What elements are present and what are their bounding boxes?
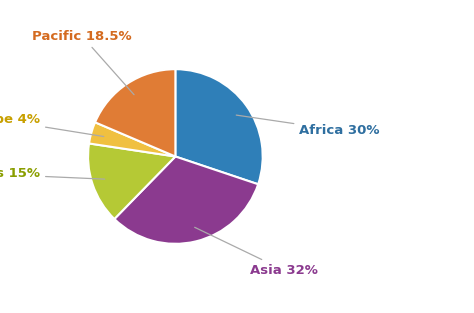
Text: Europe 4%: Europe 4% xyxy=(0,113,104,136)
Text: Africa 30%: Africa 30% xyxy=(236,115,380,137)
Text: Asia 32%: Asia 32% xyxy=(195,227,318,276)
Text: Pacific 18.5%: Pacific 18.5% xyxy=(32,29,134,95)
Wedge shape xyxy=(175,69,263,184)
Wedge shape xyxy=(114,156,258,244)
Text: Americas 15%: Americas 15% xyxy=(0,167,105,181)
Wedge shape xyxy=(95,69,175,156)
Wedge shape xyxy=(89,122,175,156)
Wedge shape xyxy=(88,143,175,219)
